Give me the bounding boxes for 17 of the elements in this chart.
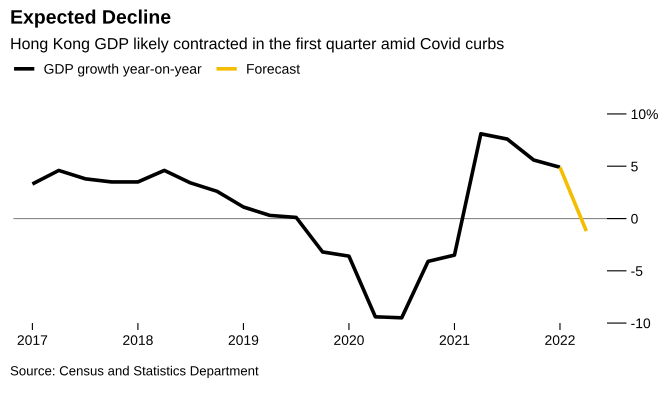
x-tick-label: 2021 [440,335,470,346]
legend-label: GDP growth year-on-year [44,64,202,77]
y-tick-label: -5 [631,266,642,276]
y-tick-label: 0 [631,214,638,224]
y-tick-label: 5 [631,162,638,172]
x-tick-label: 2022 [545,335,575,346]
x-tick-label: 2017 [18,335,48,346]
x-tick-label: 2020 [334,335,364,346]
line-series [30,132,562,320]
chart-subtitle: Hong Kong GDP likely contracted in the first quarter amid Covid curbs [11,38,504,52]
y-tick-label: 10% [632,109,658,120]
x-tick-label: 2019 [228,335,258,346]
chart-title: Expected Decline [11,9,170,28]
source-note: Source: Census and Statistics Department [10,366,259,378]
legend-label: Forecast [247,64,300,74]
y-tick-label: -10 [631,318,650,328]
x-tick-label: 2018 [123,335,153,346]
